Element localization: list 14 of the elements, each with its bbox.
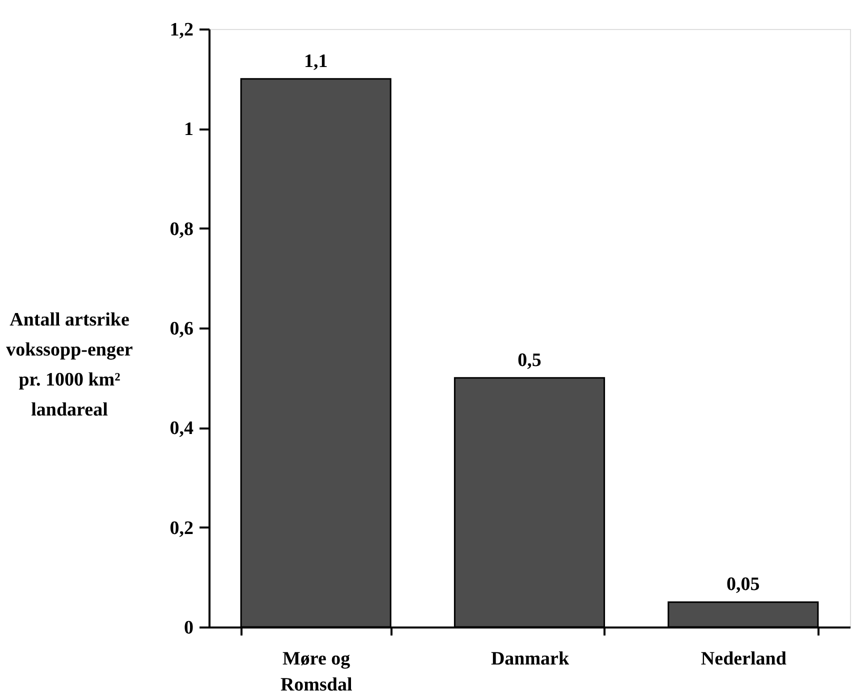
data-label: 1,1 [304, 50, 328, 72]
data-label: 0,05 [726, 574, 760, 596]
x-tick-label: Møre og Romsdal [280, 648, 352, 696]
y-tick-label: 0,2 [170, 518, 194, 539]
y-tick-label: 1,2 [170, 20, 194, 40]
x-tick-label: Danmark [490, 648, 570, 670]
y-axis-title: Antall artsrike vokssopp-enger pr. 1000 km² landareal [6, 310, 134, 420]
data-label: 0,5 [518, 350, 542, 371]
y-tick-label: 0,4 [170, 418, 194, 440]
y-tick-label: 0 [184, 618, 194, 638]
y-tick-label: 0,6 [170, 318, 194, 340]
y-tick-label: 1 [184, 119, 194, 140]
x-tick-label: Nederland [700, 648, 787, 670]
y-tick-label: 0,8 [170, 218, 194, 240]
